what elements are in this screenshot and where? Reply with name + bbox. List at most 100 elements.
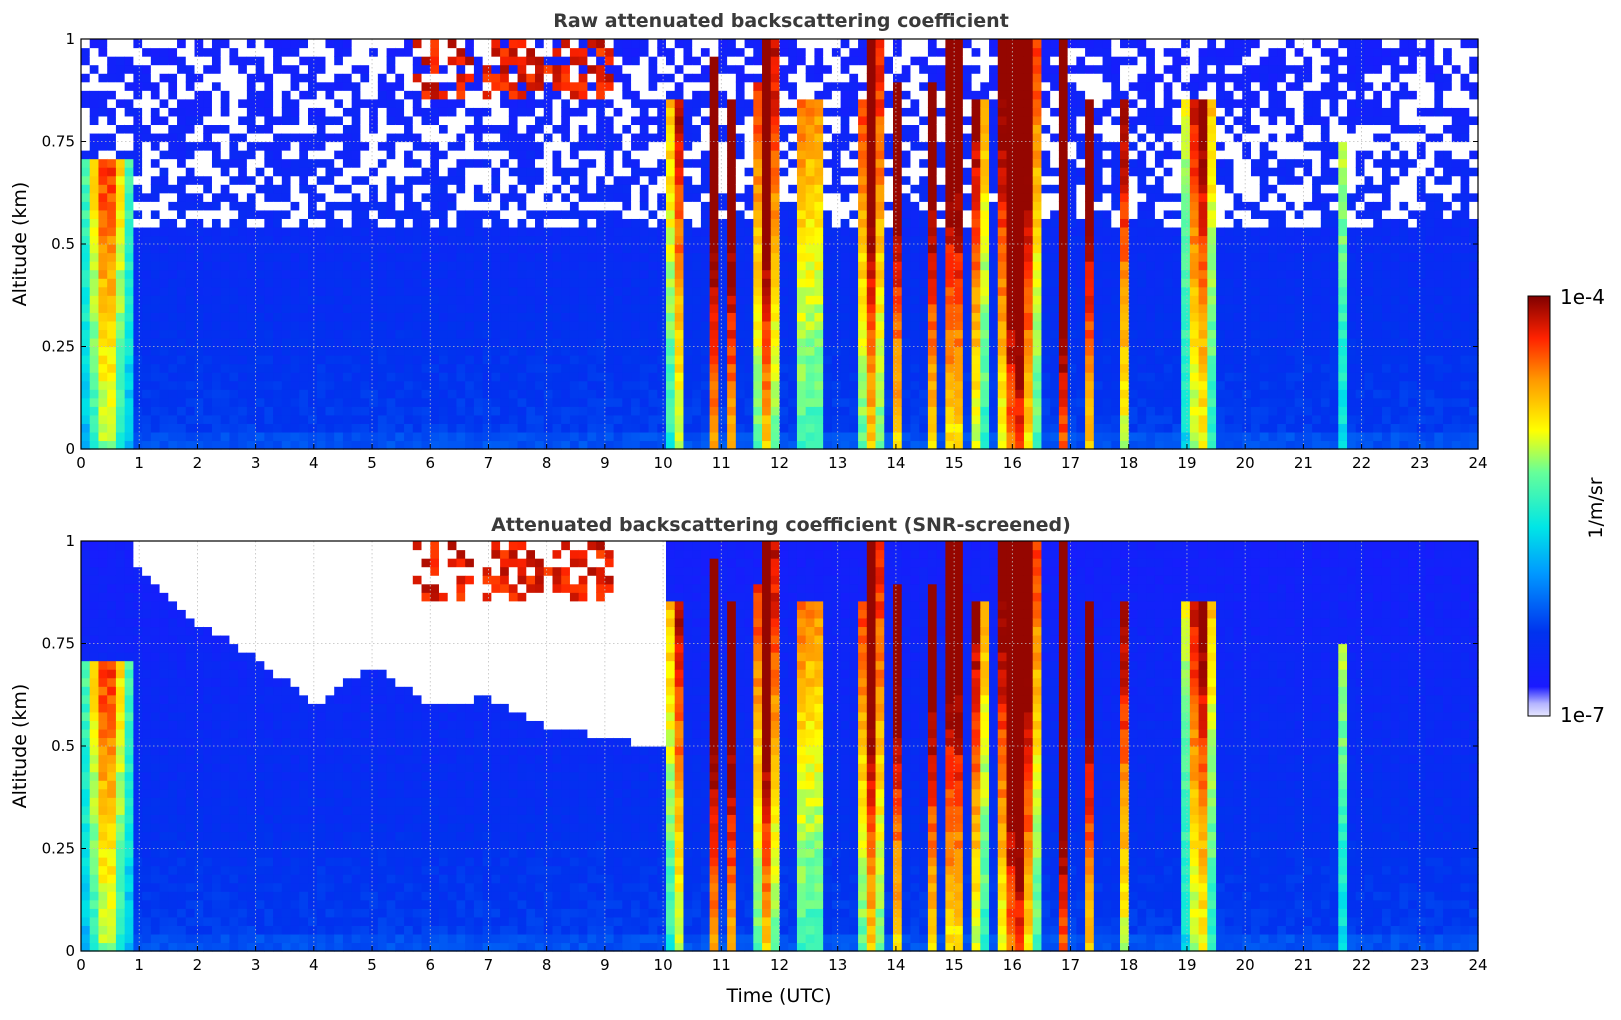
heatmap-cell [133,47,143,57]
heatmap-cell [465,406,475,416]
heatmap-cell [613,167,623,177]
heatmap-cell [273,47,283,57]
heatmap-cell [875,372,885,382]
heatmap-cell [299,209,309,219]
heatmap-cell [692,124,702,134]
heatmap-cell [762,235,772,245]
heatmap-cell [657,329,667,339]
heatmap-cell [657,397,667,407]
heatmap-cell [264,150,274,160]
heatmap-cell [552,372,562,382]
heatmap-cell [587,269,597,279]
heatmap-cell [473,244,484,254]
heatmap-cell [936,132,946,143]
heatmap-cell [578,414,589,424]
heatmap-cell [849,235,859,245]
heatmap-cell [840,355,850,365]
heatmap-cell [910,124,920,134]
heatmap-cell [700,320,711,331]
heatmap-cell [692,414,702,424]
heatmap-cell [264,90,274,100]
heatmap-cell [665,201,676,211]
heatmap-cell [901,389,912,399]
heatmap-cell [622,355,632,365]
heatmap-cell [569,286,580,296]
heatmap-cell [762,329,772,339]
heatmap-cell [404,244,414,254]
heatmap-cell [823,423,833,433]
heatmap-cell [517,286,527,296]
heatmap-cell [89,423,100,433]
heatmap-cell [901,73,912,83]
heatmap-cell [377,98,388,108]
heatmap-cell [823,389,833,399]
heatmap-cell [796,98,807,108]
heatmap-cell [604,431,615,442]
heatmap-cell [735,141,746,151]
heatmap-cell [316,244,327,254]
heatmap-cell [779,124,789,134]
heatmap-cell [936,150,946,160]
heatmap-cell [98,124,108,134]
heatmap-cell [971,218,981,228]
heatmap-cell [124,141,134,151]
heatmap-cell [107,107,117,117]
heatmap-cell [823,269,833,279]
heatmap-cell [919,141,929,151]
heatmap-cell [700,397,711,407]
heatmap-cell [770,380,781,390]
heatmap-cell [954,244,964,254]
heatmap-cell [229,329,239,339]
heatmap-cell [500,278,510,288]
heatmap-cell [875,73,885,83]
heatmap-cell [631,90,641,100]
heatmap-cell [735,244,746,254]
heatmap-cell [814,389,824,399]
heatmap-cell [770,363,781,373]
heatmap-cell [831,64,842,74]
heatmap-cell [980,286,990,296]
heatmap-cell [805,39,816,49]
heatmap-cell [308,90,318,100]
heatmap-cell [535,269,545,279]
heatmap-cell [823,226,833,237]
heatmap-cell [700,124,711,134]
heatmap-cell [884,107,894,117]
heatmap-cell [613,124,623,134]
heatmap-cell [919,158,929,168]
heatmap-cell [264,252,274,262]
heatmap-cell [404,73,414,83]
heatmap-cell [692,209,702,219]
heatmap-cell [962,115,973,126]
heatmap-cell [639,73,650,83]
heatmap-cell [561,320,571,331]
heatmap-cell [604,389,615,399]
heatmap-cell [945,440,955,450]
heatmap-cell [779,380,789,390]
heatmap-cell [107,167,117,177]
heatmap-cell [115,389,126,399]
heatmap-cell [587,132,597,143]
heatmap-cell [421,337,431,348]
heatmap-cell [281,150,292,160]
heatmap-cell [622,150,632,160]
heatmap-cell [177,261,187,271]
heatmap-cell [177,39,187,49]
heatmap-cell [142,312,152,322]
heatmap-cell [203,141,213,151]
heatmap-cell [351,389,361,399]
heatmap-cell [386,158,396,168]
heatmap-cell [622,124,632,134]
heatmap-cell [962,397,973,407]
heatmap-cell [866,269,877,279]
heatmap-cell [98,141,108,151]
heatmap-cell [814,218,824,228]
heatmap-cell [901,372,912,382]
heatmap-cell [779,107,789,117]
heatmap-cell [386,107,396,117]
heatmap-cell [709,201,719,211]
heatmap-cell [159,81,169,91]
heatmap-cell [334,397,344,407]
heatmap-cell [927,56,938,66]
heatmap-cell [980,423,990,433]
